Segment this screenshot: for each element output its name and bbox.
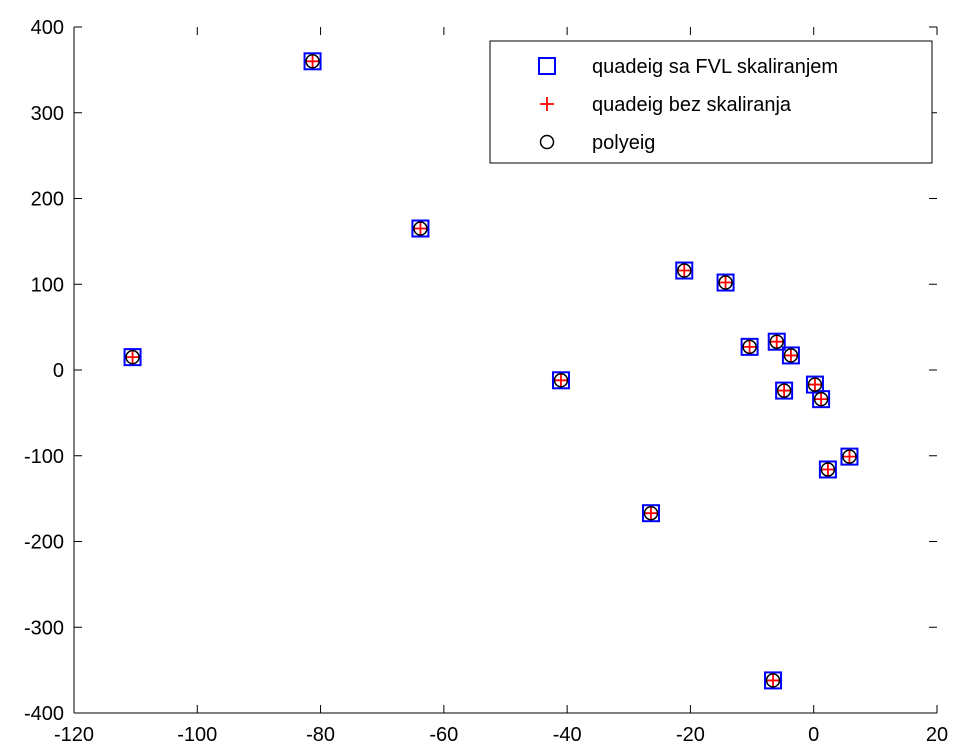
point-plus-9	[769, 334, 784, 349]
point-square-5	[675, 261, 694, 280]
point-plus-10	[777, 383, 792, 398]
point-square-6	[716, 273, 735, 292]
y-tick-label: -100	[24, 446, 64, 468]
point-circle-1	[305, 54, 320, 69]
legend-label: quadeig sa FVL skaliranjem	[592, 56, 838, 78]
y-tick-label: 0	[53, 360, 64, 382]
point-square-7	[740, 337, 759, 356]
legend-entry: quadeig bez skaliranja	[540, 94, 792, 116]
point-square-8	[764, 671, 783, 690]
point-plus-14	[820, 462, 835, 477]
legend-marker-square	[538, 57, 556, 75]
point-square-3	[551, 371, 570, 390]
point-plus-15	[842, 449, 857, 464]
legend-label: quadeig bez skaliranja	[592, 94, 792, 116]
y-tick-label: 400	[31, 17, 64, 39]
point-plus-7	[742, 339, 757, 354]
point-circle-13	[813, 391, 829, 407]
point-square-12	[805, 375, 824, 394]
point-plus-6	[718, 275, 733, 290]
point-plus-0	[125, 350, 140, 365]
x-tick-label: 0	[808, 724, 819, 746]
x-tick-label: -60	[429, 724, 458, 746]
x-tick-label: 20	[926, 724, 948, 746]
point-plus-5	[677, 263, 692, 278]
x-tick-label: -100	[177, 724, 217, 746]
point-circle-7	[742, 339, 757, 355]
point-circle-9	[769, 334, 784, 349]
y-tick-label: -300	[24, 617, 64, 639]
point-circle-6	[718, 275, 733, 290]
point-square-15	[840, 447, 859, 466]
y-tick-label: 300	[31, 103, 64, 125]
x-tick-label: -80	[306, 724, 335, 746]
legend-entry: quadeig sa FVL skaliranjem	[538, 56, 838, 78]
legend: quadeig sa FVL skaliranjem quadeig bez sk…	[489, 40, 933, 164]
point-circle-10	[776, 383, 792, 398]
point-circle-14	[820, 462, 836, 477]
legend-label: polyeig	[592, 132, 655, 154]
ticks-layer: -120 -100 -80 -60 -40 -20 0 20-400-300-200-1000…	[24, 17, 948, 746]
point-plus-1	[305, 54, 320, 69]
point-plus-3	[553, 373, 568, 388]
y-tick-label: 200	[31, 189, 64, 211]
point-plus-4	[643, 506, 658, 521]
legend-marker-plus	[540, 97, 554, 111]
legend-entries: quadeig sa FVL skaliranjem quadeig bez sk…	[538, 56, 838, 154]
point-square-2	[411, 219, 430, 238]
point-circle-3	[553, 373, 569, 388]
x-tick-label: -120	[54, 724, 94, 746]
point-square-0	[123, 348, 142, 367]
point-circle-0	[125, 349, 140, 365]
point-plus-13	[814, 392, 829, 407]
point-square-1	[303, 52, 322, 71]
point-square-9	[767, 332, 786, 351]
y-tick-label: 100	[31, 274, 64, 296]
point-plus-8	[766, 673, 781, 688]
x-tick-label: -20	[676, 724, 705, 746]
point-circle-11	[783, 348, 799, 363]
legend-box	[489, 40, 933, 164]
legend-entry: polyeig	[539, 132, 655, 154]
point-circle-5	[677, 263, 692, 278]
point-plus-2	[413, 221, 428, 236]
point-square-10	[775, 381, 794, 400]
y-tick-label: -200	[24, 532, 64, 554]
point-square-13	[812, 390, 831, 409]
point-plus-12	[807, 377, 822, 392]
point-circle-15	[842, 449, 857, 464]
point-circle-8	[765, 673, 781, 688]
point-circle-12	[807, 377, 823, 392]
point-square-14	[818, 460, 837, 479]
x-tick-label: -40	[553, 724, 582, 746]
point-square-4	[641, 504, 660, 523]
markers-layer	[123, 52, 859, 690]
point-circle-4	[643, 505, 659, 521]
y-tick-label: -400	[24, 703, 64, 725]
point-square-11	[781, 346, 800, 365]
legend-marker-circle	[539, 134, 555, 150]
point-circle-2	[413, 221, 428, 236]
point-plus-11	[783, 348, 798, 363]
